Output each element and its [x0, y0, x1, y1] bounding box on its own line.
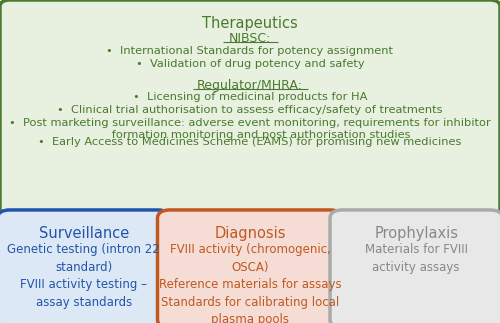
Text: Materials for FVIII
activity assays: Materials for FVIII activity assays [365, 243, 468, 274]
Text: NIBSC:: NIBSC: [229, 32, 271, 45]
FancyBboxPatch shape [0, 210, 170, 323]
Text: FVIII activity (chromogenic,
OSCA)
Reference materials for assays
Standards for : FVIII activity (chromogenic, OSCA) Refer… [158, 243, 342, 323]
Text: •  Licensing of medicinal products for HA: • Licensing of medicinal products for HA [133, 92, 367, 102]
Text: •  Validation of drug potency and safety: • Validation of drug potency and safety [136, 59, 364, 69]
Text: Regulator/MHRA:: Regulator/MHRA: [197, 79, 303, 92]
Text: •  International Standards for potency assignment: • International Standards for potency as… [106, 46, 394, 56]
Text: Surveillance: Surveillance [38, 226, 129, 241]
Text: Prophylaxis: Prophylaxis [374, 226, 458, 241]
Text: Therapeutics: Therapeutics [202, 16, 298, 30]
Text: Genetic testing (intron 22
standard)
FVIII activity testing –
assay standards: Genetic testing (intron 22 standard) FVI… [8, 243, 160, 309]
FancyBboxPatch shape [0, 0, 500, 218]
Text: •  Early Access to Medicines Scheme (ЕAMS) for promising new medicines: • Early Access to Medicines Scheme (ЕAMS… [38, 137, 462, 147]
Text: •  Post marketing surveillance: adverse event monitoring, requirements for inhib: • Post marketing surveillance: adverse e… [9, 118, 491, 140]
FancyBboxPatch shape [158, 210, 342, 323]
Text: Diagnosis: Diagnosis [214, 226, 286, 241]
Text: •  Clinical trial authorisation to assess efficacy/safety of treatments: • Clinical trial authorisation to assess… [57, 105, 443, 115]
FancyBboxPatch shape [330, 210, 500, 323]
